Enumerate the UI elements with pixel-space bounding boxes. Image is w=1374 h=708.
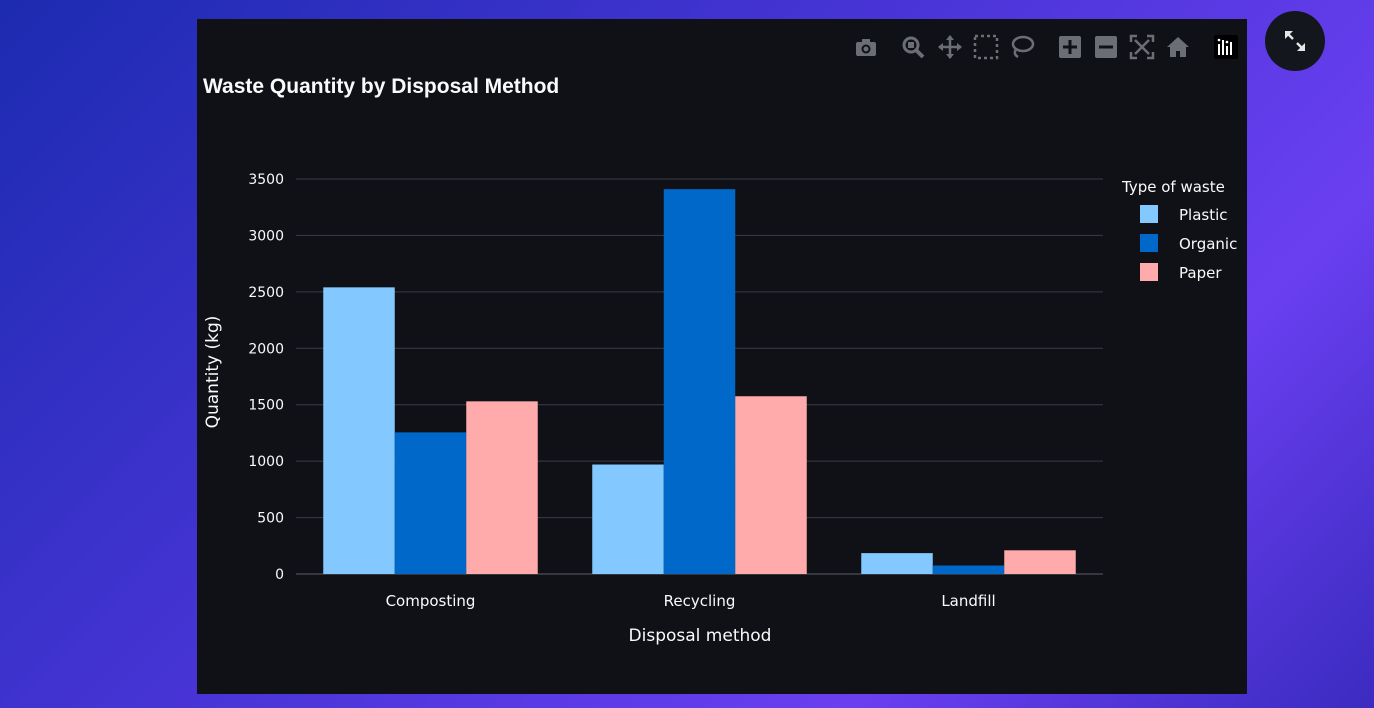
lasso-select-icon[interactable] [1009, 34, 1035, 60]
bar-organic-composting[interactable] [394, 432, 467, 574]
y-tick-label: 0 [275, 567, 284, 583]
zoom-out-icon[interactable] [1093, 34, 1119, 60]
x-tick-label: Composting [386, 592, 476, 610]
legend-swatch-plastic[interactable] [1140, 205, 1158, 223]
bar-organic-recycling[interactable] [663, 189, 736, 574]
legend-label-organic[interactable]: Organic [1179, 235, 1237, 253]
plotly-logo-icon[interactable] [1213, 34, 1239, 60]
autoscale-icon[interactable] [1129, 34, 1155, 60]
chart-card: 0 500 1000 1500 2000 2500 3000 3500 Composting Re… [197, 19, 1247, 694]
y-tick-label: 3500 [248, 172, 284, 188]
axes: 0 500 1000 1500 2000 2500 3000 3500 Composting Re… [248, 172, 995, 610]
y-tick-label: 2000 [248, 341, 284, 357]
y-tick-label: 3000 [248, 228, 284, 244]
bar-chart: 0 500 1000 1500 2000 2500 3000 3500 Composting Re… [203, 75, 1237, 646]
chart-title: Waste Quantity by Disposal Method [203, 75, 559, 98]
camera-icon[interactable] [853, 34, 879, 60]
y-tick-label: 500 [257, 511, 284, 527]
legend-swatch-paper[interactable] [1140, 263, 1158, 281]
bars[interactable] [323, 189, 1076, 574]
fullscreen-expand-button[interactable] [1265, 11, 1325, 71]
zoom-icon[interactable] [900, 34, 926, 60]
box-select-icon[interactable] [973, 34, 999, 60]
bar-plastic-composting[interactable] [323, 287, 395, 574]
y-tick-label: 1500 [248, 398, 284, 414]
legend: Type of waste Plastic Organic Paper [1121, 178, 1237, 282]
bar-paper-landfill[interactable] [1004, 550, 1076, 574]
bar-plastic-recycling[interactable] [592, 464, 664, 574]
y-tick-label: 2500 [248, 285, 284, 301]
zoom-in-icon[interactable] [1057, 34, 1083, 60]
legend-label-plastic[interactable]: Plastic [1179, 206, 1228, 224]
x-axis-title: Disposal method [629, 626, 772, 646]
x-tick-label: Landfill [941, 592, 995, 610]
legend-label-paper[interactable]: Paper [1179, 264, 1222, 282]
bar-paper-composting[interactable] [466, 401, 538, 574]
legend-swatch-organic[interactable] [1140, 234, 1158, 252]
y-tick-label: 1000 [248, 454, 284, 470]
reset-axes-icon[interactable] [1165, 34, 1191, 60]
bar-organic-landfill[interactable] [932, 565, 1005, 574]
y-axis-title: Quantity (kg) [203, 316, 223, 429]
legend-title: Type of waste [1121, 178, 1225, 196]
x-tick-label: Recycling [664, 592, 736, 610]
bar-plastic-landfill[interactable] [861, 553, 933, 574]
bar-paper-recycling[interactable] [735, 396, 807, 574]
pan-icon[interactable] [937, 34, 963, 60]
expand-icon [1285, 31, 1305, 51]
